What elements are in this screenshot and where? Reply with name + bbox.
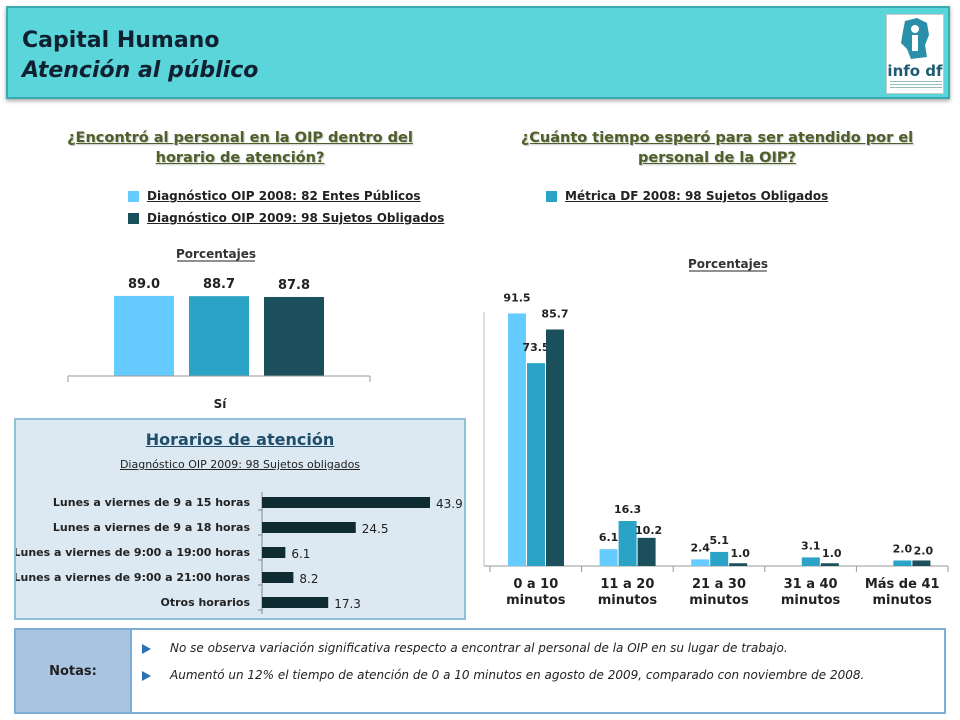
bar: [262, 547, 286, 558]
bar: [262, 522, 356, 533]
right-chart-question: ¿Cuánto tiempo esperó para ser atendido …: [520, 130, 914, 166]
x-tick-label: minutos: [781, 593, 841, 608]
page-title: Capital Humano: [22, 28, 220, 53]
y-tick-label: Lunes a viernes de 9 a 18 horas: [53, 521, 251, 534]
y-tick-label: Lunes a viernes de 9 a 15 horas: [53, 496, 251, 509]
left-chart-legend: Diagnóstico OIP 2008: 82 Entes Públicos …: [128, 185, 444, 229]
x-tick-label: minutos: [872, 593, 932, 608]
bar-value-label: 10.2: [635, 524, 662, 537]
y-tick-label: Lunes a viernes de 9:00 a 21:00 horas: [16, 571, 250, 584]
bar-value-label: 2.0: [914, 544, 934, 557]
bar-value-label: 2.4: [690, 541, 710, 554]
arrow-bullet-icon: [142, 644, 151, 654]
x-tick-label: minutos: [506, 593, 566, 608]
bar-value-label: 88.7: [203, 277, 235, 292]
bar-value-label: 17.3: [334, 597, 361, 611]
bar: [508, 313, 526, 566]
legend-swatch: [128, 190, 139, 202]
bar-value-label: 87.8: [278, 278, 310, 293]
horarios-subtitle: Diagnóstico OIP 2009: 98 Sujetos obligad…: [119, 458, 361, 471]
chart-title: Porcentajes: [688, 257, 768, 271]
legend-swatch: [128, 212, 139, 224]
horarios-title: Horarios de atención: [145, 430, 335, 449]
right-chart-legend: Métrica DF 2008: 98 Sujetos Obligados: [546, 185, 828, 207]
bar: [599, 549, 618, 566]
chart-title: Porcentajes: [176, 247, 256, 261]
y-tick-label: Otros horarios: [160, 596, 250, 609]
bar-value-label: 85.7: [541, 307, 568, 320]
bar-value-label: 3.1: [801, 539, 821, 552]
bar: [801, 557, 820, 566]
x-tick-label: 0 a 10: [513, 577, 558, 592]
bar-value-label: 89.0: [128, 277, 160, 292]
bar: [912, 560, 931, 566]
bar: [729, 563, 748, 566]
left-bar-chart: Porcentajes 89.0 88.7 87.8 Sí: [67, 247, 371, 411]
bar: [893, 560, 912, 566]
page-subtitle: Atención al público: [22, 58, 259, 83]
x-tick-label: 21 a 30: [692, 577, 746, 592]
bar: [264, 296, 324, 376]
bar-value-label: 2.0: [893, 542, 913, 555]
note-item: No se observa variación significativa re…: [170, 641, 788, 655]
bar-value-label: 8.2: [299, 572, 318, 586]
x-tick-label: minutos: [689, 593, 749, 608]
bar: [262, 497, 430, 508]
legend-item-2008: Diagnóstico OIP 2008: 82 Entes Públicos: [128, 185, 444, 207]
bar: [262, 597, 329, 608]
infodf-logo: info df: [886, 14, 944, 94]
legend-label: Diagnóstico OIP 2008: 82 Entes Públicos: [147, 189, 421, 203]
logo-text: info df: [887, 62, 943, 80]
bar-value-label: 16.3: [614, 503, 641, 516]
bar: [527, 363, 545, 566]
legend-swatch: [546, 190, 557, 202]
bar: [710, 551, 729, 566]
x-tick-label: 11 a 20: [600, 577, 654, 592]
legend-label: Diagnóstico OIP 2009: 98 Sujetos Obligad…: [147, 211, 445, 225]
notes-label: Notas:: [16, 630, 132, 712]
bar: [820, 563, 839, 566]
bar-value-label: 91.5: [503, 291, 530, 304]
x-tick-label: 31 a 40: [784, 577, 838, 592]
left-chart-question: ¿Encontró al personal en la OIP dentro d…: [67, 130, 413, 166]
horarios-panel: Horarios de atención Diagnóstico OIP 200…: [14, 418, 466, 620]
bar-value-label: 1.0: [730, 547, 750, 560]
x-tick-label: minutos: [598, 593, 658, 608]
arrow-bullet-icon: [142, 671, 151, 681]
note-item: Aumentó un 12% el tiempo de atención de …: [170, 668, 865, 682]
bar: [262, 572, 294, 583]
bar-value-label: 6.1: [291, 547, 310, 561]
notes-box: Notas: No se observa variación significa…: [14, 628, 946, 714]
legend-label: Métrica DF 2008: 98 Sujetos Obligados: [565, 189, 829, 203]
x-tick-label: Más de 41: [865, 577, 940, 592]
horarios-bar-chart: Lunes a viernes de 9 a 15 horas 43.9 Lunes…: [16, 492, 463, 614]
bar: [691, 559, 710, 566]
logo-mark-icon: [901, 18, 929, 59]
bar: [637, 537, 656, 566]
bar-value-label: 5.1: [709, 534, 729, 547]
bar: [189, 296, 249, 376]
x-tick-label: Sí: [214, 397, 228, 411]
y-tick-label: Lunes a viernes de 9:00 a 19:00 horas: [16, 546, 250, 559]
bar: [618, 521, 637, 566]
legend-item-2009: Diagnóstico OIP 2009: 98 Sujetos Obligad…: [128, 207, 444, 229]
bar: [114, 295, 174, 376]
legend-item-metrica: Métrica DF 2008: 98 Sujetos Obligados: [546, 185, 828, 207]
bar: [546, 329, 564, 566]
bar-value-label: 6.1: [599, 531, 619, 544]
bar-value-label: 24.5: [362, 522, 389, 536]
header-banner: Capital Humano Atención al público: [6, 6, 950, 99]
bar-value-label: 1.0: [822, 547, 842, 560]
logo-fineprint: [890, 81, 942, 82]
bar-value-label: 73.5: [522, 341, 549, 354]
bar-value-label: 43.9: [436, 497, 463, 511]
